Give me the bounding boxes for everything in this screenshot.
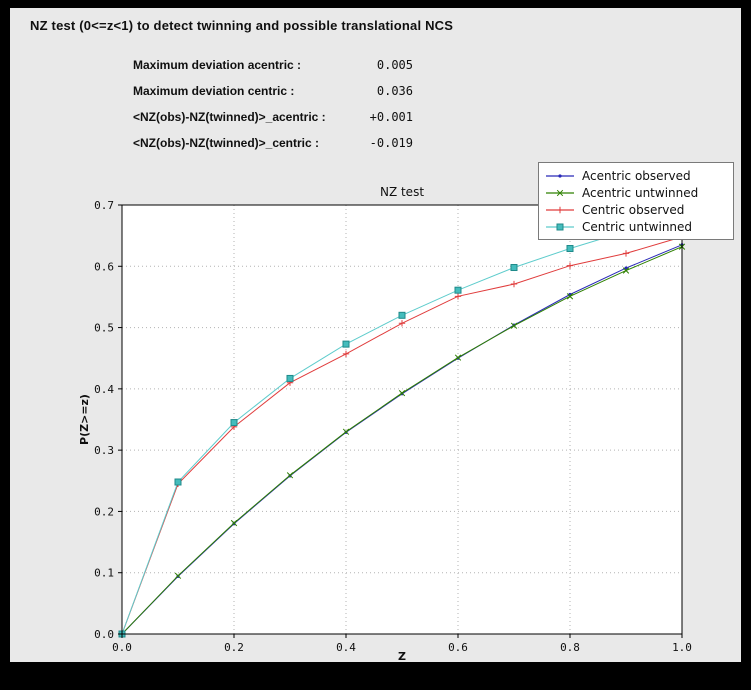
svg-text:0.6: 0.6 — [448, 641, 468, 654]
svg-text:0.0: 0.0 — [94, 628, 114, 641]
plot-frame — [121, 204, 683, 635]
svg-text:0.8: 0.8 — [560, 641, 580, 654]
stat-row: Maximum deviation centric : 0.036 — [133, 78, 413, 104]
svg-text:0.6: 0.6 — [94, 260, 114, 273]
chart-title: NZ test — [380, 185, 424, 199]
x-axis: 0.0 0.2 0.4 0.6 0.8 1.0 — [112, 634, 692, 654]
legend-line-sample — [545, 221, 575, 233]
stats-block: Maximum deviation acentric :0.005 Maximum… — [133, 52, 413, 156]
svg-text:0.1: 0.1 — [94, 567, 114, 580]
legend-line-sample — [545, 204, 575, 216]
legend-item-acentric-untwinned: Acentric untwinned — [545, 184, 725, 201]
stat-row: Maximum deviation acentric : 0.005 — [133, 52, 413, 78]
nz-test-chart: 0.0 0.2 0.4 0.6 0.8 1.00.00.10.20.30.40.50.60… — [78, 185, 692, 662]
stat-row: <NZ(obs)-NZ(twinned)>_centric : -0.019 — [133, 130, 413, 156]
svg-text:0.0: 0.0 — [112, 641, 132, 654]
svg-text:0.7: 0.7 — [94, 199, 114, 212]
legend-item-centric-observed: Centric observed — [545, 201, 725, 218]
stat-value: 0.036 — [376, 84, 413, 98]
legend-label: Centric untwinned — [582, 219, 693, 234]
legend-item-centric-untwinned: Centric untwinned — [545, 218, 725, 235]
stat-label: <NZ(obs)-NZ(twinned)>_acentric : — [133, 110, 326, 124]
plot-area — [122, 205, 682, 634]
svg-text:0.5: 0.5 — [94, 322, 114, 335]
stat-label: <NZ(obs)-NZ(twinned)>_centric : — [133, 136, 320, 150]
legend-label: Acentric observed — [582, 168, 691, 183]
svg-text:0.4: 0.4 — [94, 383, 114, 396]
svg-text:0.2: 0.2 — [224, 641, 244, 654]
page-title: NZ test (0<=z<1) to detect twinning and … — [30, 18, 454, 33]
y-axis: 0.0 0.1 0.2 0.3 0.4 0.5 0.6 0.7 — [94, 199, 122, 641]
svg-text:1.0: 1.0 — [672, 641, 692, 654]
chart-legend: Acentric observed Acentric untwinned Centr… — [538, 162, 734, 240]
nz-test-panel: NZ test (0<=z<1) to detect twinning and … — [10, 8, 741, 662]
legend-line-sample — [545, 187, 575, 199]
x-axis-label: Z — [398, 650, 406, 662]
stat-row: <NZ(obs)-NZ(twinned)>_acentric : +0.001 — [133, 104, 413, 130]
legend-label: Centric observed — [582, 202, 685, 217]
legend-line-sample — [545, 170, 575, 182]
stat-value: +0.001 — [369, 110, 413, 124]
svg-text:0.3: 0.3 — [94, 444, 114, 457]
stat-value: -0.019 — [369, 136, 413, 150]
legend-item-acentric-observed: Acentric observed — [545, 167, 725, 184]
svg-text:0.4: 0.4 — [336, 641, 356, 654]
stat-label: Maximum deviation centric : — [133, 84, 295, 98]
stat-value: 0.005 — [376, 58, 413, 72]
legend-label: Acentric untwinned — [582, 185, 699, 200]
y-axis-label: P(Z>=z) — [78, 394, 91, 445]
stat-label: Maximum deviation acentric : — [133, 58, 302, 72]
svg-text:0.2: 0.2 — [94, 505, 114, 518]
